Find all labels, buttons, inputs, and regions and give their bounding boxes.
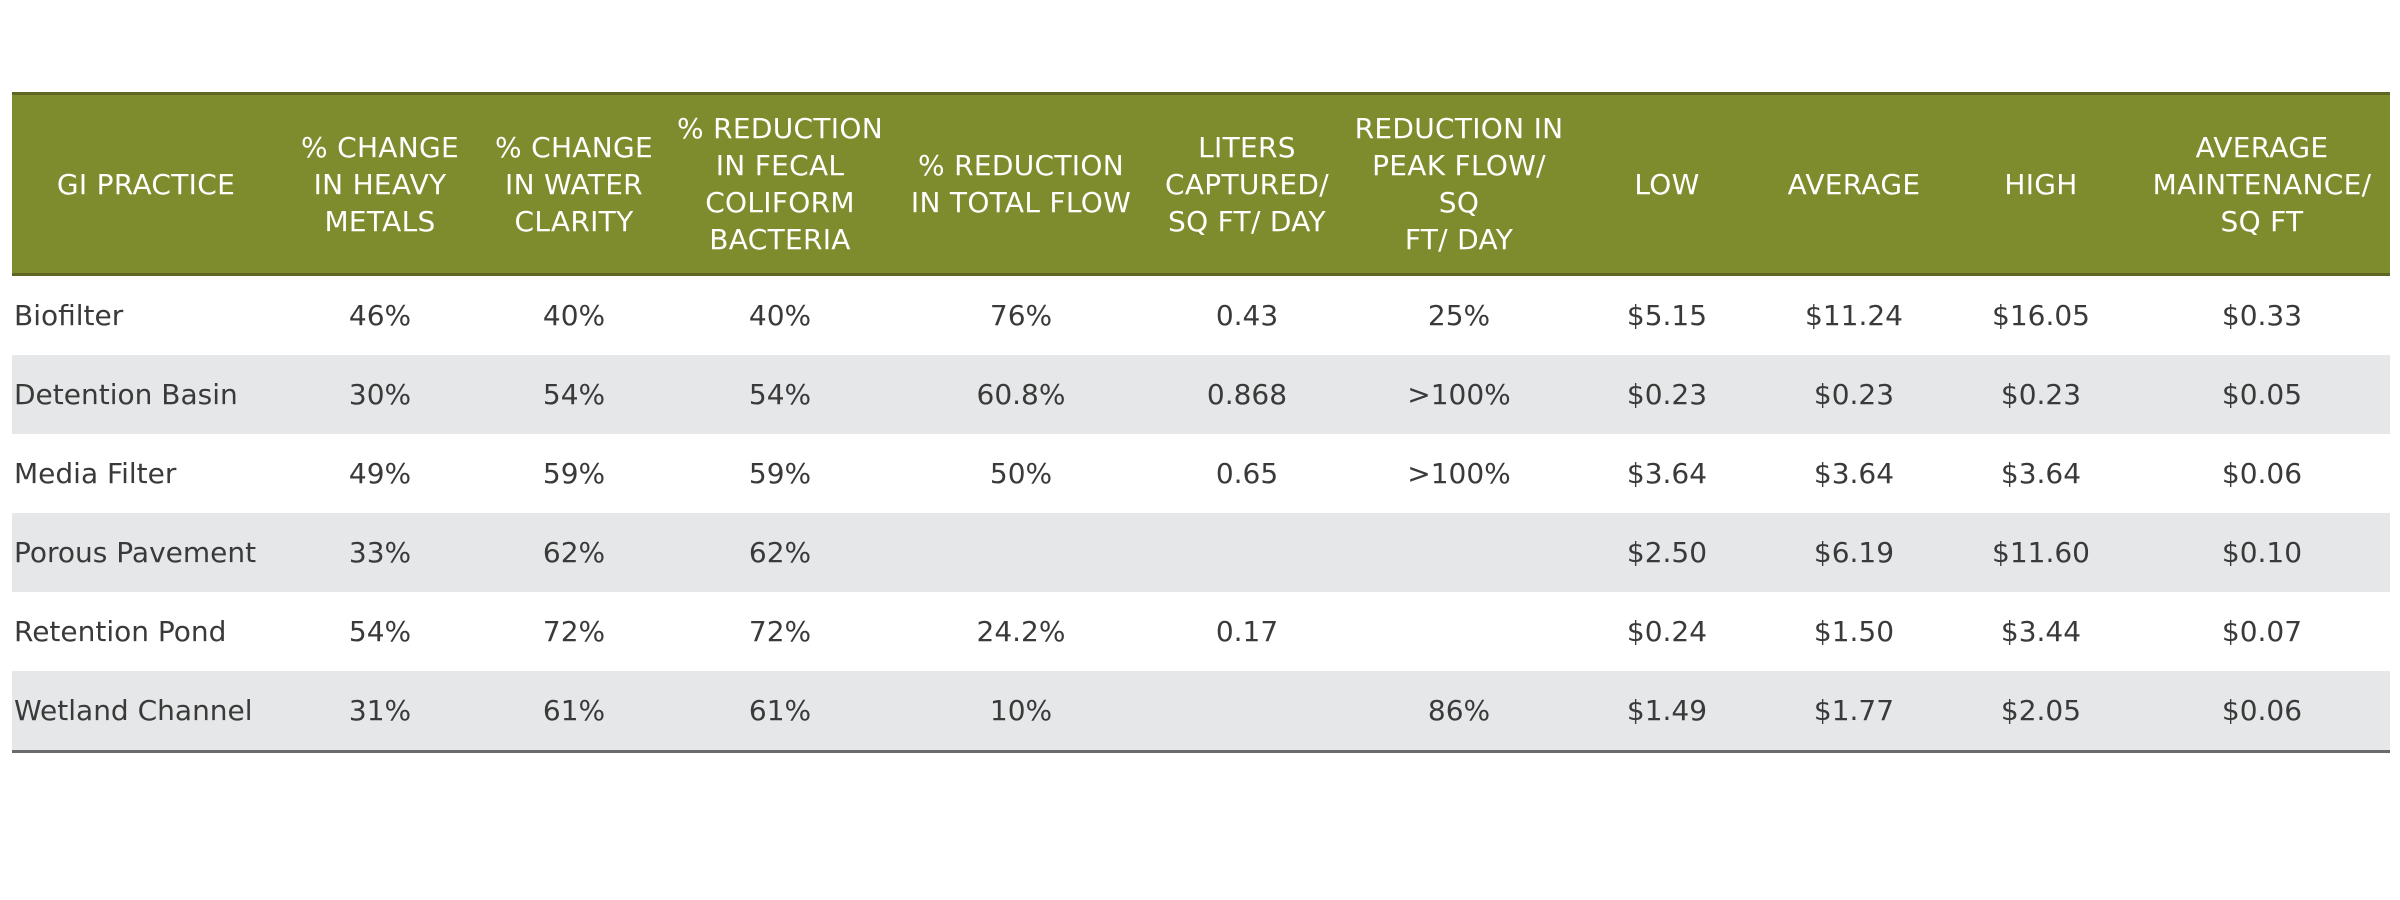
header-row: GI PRACTICE % CHANGE IN HEAVY METALS % C…	[12, 93, 2390, 275]
table-cell: $1.50	[1813, 615, 1895, 648]
table-cell: $11.24	[1805, 299, 1903, 332]
table-row: Retention Pond 54% 72% 72% 24.2% 0.17 $0…	[12, 592, 2390, 671]
table-cell: 0.65	[1215, 457, 1279, 490]
table-cell: $11.60	[1992, 536, 2090, 569]
table-cell: $2.05	[2000, 694, 2082, 727]
table-cell: 59%	[542, 457, 606, 490]
header-peak-flow: REDUCTION IN PEAK FLOW/ SQ FT/ DAY	[1354, 112, 1564, 256]
table-cell	[1150, 513, 1344, 592]
table-cell: $3.64	[1813, 457, 1895, 490]
table-cell: 54%	[542, 378, 606, 411]
table-cell: 59%	[748, 457, 812, 490]
table-cell	[1344, 592, 1574, 671]
table-row: Wetland Channel 31% 61% 61% 10% 86% $1.4…	[12, 671, 2390, 752]
table-cell: 49%	[348, 457, 412, 490]
table-cell: >100%	[1407, 457, 1511, 490]
table-cell: 40%	[748, 299, 812, 332]
table-cell: $5.15	[1626, 299, 1708, 332]
table-cell: 60.8%	[976, 378, 1066, 411]
header-heavy-metals: % CHANGE IN HEAVY METALS	[301, 130, 459, 238]
table-cell: $3.64	[2000, 457, 2082, 490]
table-cell: 0.17	[1215, 615, 1279, 648]
table-cell: Media Filter	[14, 457, 177, 490]
table-cell: $0.23	[1626, 378, 1708, 411]
table-cell: 76%	[989, 299, 1053, 332]
table-cell: 31%	[348, 694, 412, 727]
table-cell: $0.07	[2221, 615, 2303, 648]
table-cell: 72%	[748, 615, 812, 648]
table-cell: $16.05	[1992, 299, 2090, 332]
gi-practice-table: GI PRACTICE % CHANGE IN HEAVY METALS % C…	[12, 92, 2390, 753]
table-cell: 30%	[348, 378, 412, 411]
table-cell: 62%	[748, 536, 812, 569]
table-cell: $3.64	[1626, 457, 1708, 490]
table-cell: 0.43	[1215, 299, 1279, 332]
table-cell: Detention Basin	[14, 378, 238, 411]
table-cell: 54%	[748, 378, 812, 411]
table-cell: 46%	[348, 299, 412, 332]
table-cell: 61%	[748, 694, 812, 727]
table-cell: 61%	[542, 694, 606, 727]
header-average: AVERAGE	[1787, 167, 1921, 201]
table-cell: Biofilter	[14, 299, 124, 332]
table-cell: 25%	[1427, 299, 1491, 332]
table-cell: Retention Pond	[14, 615, 227, 648]
table-cell: $6.19	[1813, 536, 1895, 569]
header-average-maintenance: AVERAGE MAINTENANCE/ SQ FT	[2152, 130, 2372, 238]
header-low: LOW	[1634, 167, 1700, 201]
table-cell: 86%	[1427, 694, 1491, 727]
header-fecal-coliform: % REDUCTION IN FECAL COLIFORM BACTERIA	[677, 112, 883, 256]
table-cell: 50%	[989, 457, 1053, 490]
table-cell: 33%	[348, 536, 412, 569]
table-cell: Wetland Channel	[14, 694, 253, 727]
table-cell: $2.50	[1626, 536, 1708, 569]
table-row: Detention Basin 30% 54% 54% 60.8% 0.868 …	[12, 355, 2390, 434]
table-cell: $0.23	[2000, 378, 2082, 411]
table-cell: $0.10	[2221, 536, 2303, 569]
table-cell: 24.2%	[976, 615, 1066, 648]
table-row: Biofilter 46% 40% 40% 76% 0.43 25% $5.15…	[12, 275, 2390, 356]
table-row: Porous Pavement 33% 62% 62% $2.50 $6.19 …	[12, 513, 2390, 592]
header-gi-practice: GI PRACTICE	[56, 167, 236, 201]
table-cell: 62%	[542, 536, 606, 569]
table-cell: $0.06	[2221, 694, 2303, 727]
table-cell: $0.06	[2221, 457, 2303, 490]
table-cell: 54%	[348, 615, 412, 648]
header-total-flow: % REDUCTION IN TOTAL FLOW	[910, 149, 1132, 219]
header-liters-captured: LITERS CAPTURED/ SQ FT/ DAY	[1164, 130, 1330, 238]
table-cell: 72%	[542, 615, 606, 648]
table-cell: $1.49	[1626, 694, 1708, 727]
table-cell: $0.23	[1813, 378, 1895, 411]
table-row: Media Filter 49% 59% 59% 50% 0.65 >100% …	[12, 434, 2390, 513]
table-cell: >100%	[1407, 378, 1511, 411]
table-cell: 10%	[989, 694, 1053, 727]
table-cell	[1344, 513, 1574, 592]
table-cell: 0.868	[1206, 378, 1288, 411]
table-cell	[892, 513, 1150, 592]
table-cell: $0.24	[1626, 615, 1708, 648]
table-cell: $1.77	[1813, 694, 1895, 727]
table-cell: $3.44	[2000, 615, 2082, 648]
header-high: HIGH	[2004, 167, 2078, 201]
table-cell: $0.05	[2221, 378, 2303, 411]
table-cell: Porous Pavement	[14, 536, 257, 569]
table-cell: $0.33	[2221, 299, 2303, 332]
table-cell	[1150, 671, 1344, 752]
table-cell: 40%	[542, 299, 606, 332]
header-water-clarity: % CHANGE IN WATER CLARITY	[495, 130, 653, 238]
